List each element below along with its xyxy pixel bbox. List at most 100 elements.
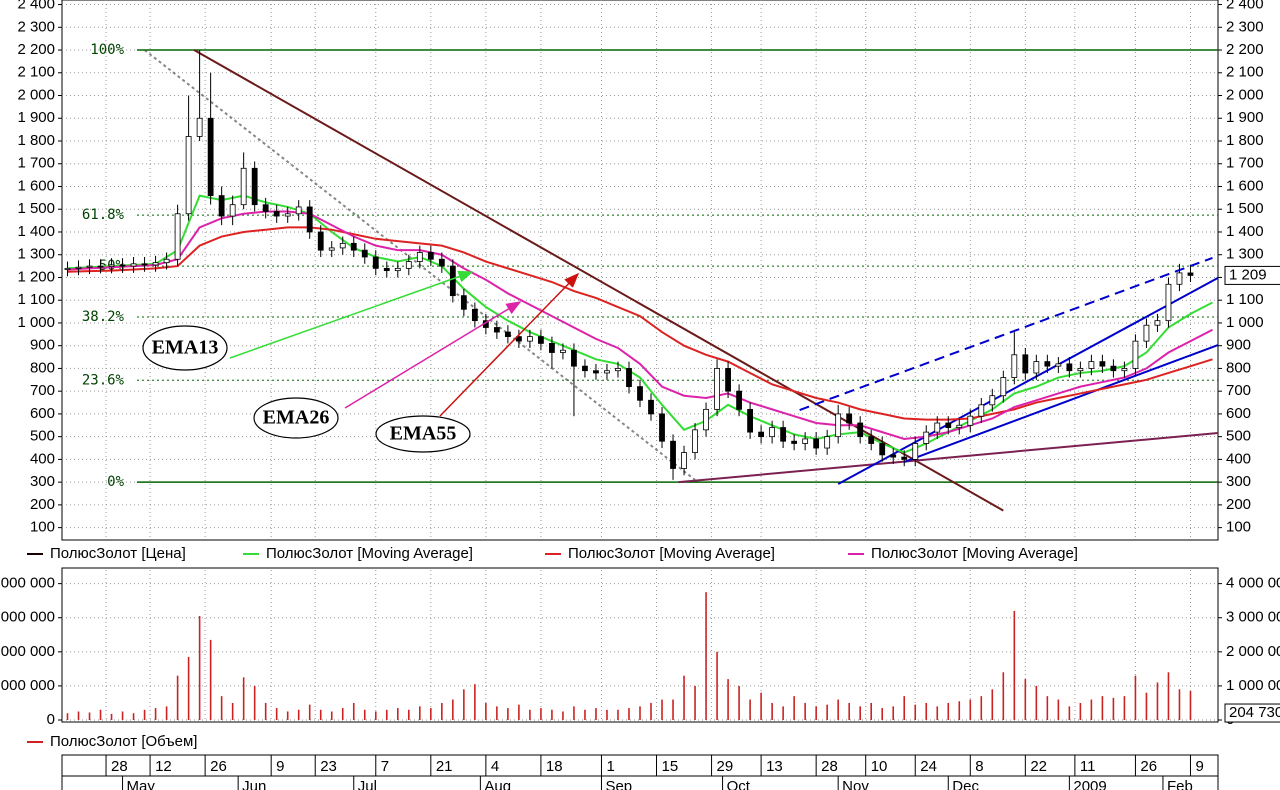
trend-line bbox=[678, 432, 1219, 484]
y-tick-label-right: 900 bbox=[1226, 337, 1251, 354]
legend-label: ПолюсЗолот [Moving Average] bbox=[266, 545, 473, 562]
y-tick-label-right: 1 100 bbox=[1226, 291, 1264, 308]
y-tick-label-right: 300 bbox=[1226, 473, 1251, 490]
candle-body bbox=[582, 365, 588, 372]
legend-label: ПолюсЗолот [Moving Average] bbox=[871, 545, 1078, 562]
candle-body bbox=[978, 404, 985, 417]
candle-body bbox=[923, 431, 930, 444]
fib-label: 100% bbox=[90, 42, 124, 58]
y-tick-label-right: 800 bbox=[1226, 359, 1251, 376]
legend-label: ПолюсЗолот [Объем] bbox=[50, 733, 197, 750]
candle-body bbox=[791, 440, 798, 444]
x-tick-label: 22 bbox=[1030, 758, 1047, 775]
candle-body bbox=[229, 204, 236, 217]
candle-body bbox=[692, 429, 698, 453]
x-tick-label: 29 bbox=[717, 758, 734, 775]
y-tick-label-right: 1 500 bbox=[1226, 200, 1264, 217]
month-label: Nov bbox=[842, 778, 869, 790]
candle-body bbox=[637, 386, 643, 401]
annotation-label: EMA26 bbox=[263, 407, 330, 429]
candle-body bbox=[714, 368, 720, 410]
candle-body bbox=[1165, 283, 1172, 322]
candle-body bbox=[538, 336, 544, 344]
moving-average-line bbox=[67, 194, 1213, 454]
annotation-ellipse bbox=[375, 415, 471, 453]
last-value-box bbox=[1224, 703, 1280, 723]
candle-body bbox=[989, 395, 996, 406]
annotation-label: EMA13 bbox=[152, 337, 219, 359]
candle-body bbox=[846, 413, 853, 424]
candle-body bbox=[350, 242, 357, 251]
y-tick-label-right: 600 bbox=[1226, 405, 1251, 422]
x-tick-label: 23 bbox=[320, 758, 337, 775]
candle-body bbox=[471, 308, 478, 322]
y-tick-label-right: 4 000 000 bbox=[1226, 575, 1280, 592]
candle-body bbox=[460, 295, 467, 310]
candle-body bbox=[394, 267, 401, 272]
candle-body bbox=[648, 399, 654, 415]
y-tick-label-right: 400 bbox=[1226, 450, 1251, 467]
candle-body bbox=[1066, 363, 1073, 372]
y-tick-label-right: 1 400 bbox=[1226, 223, 1264, 240]
candle-body bbox=[152, 262, 159, 266]
y-tick-label-right: 1 300 bbox=[1226, 246, 1264, 263]
candle-body bbox=[626, 368, 632, 388]
candle-body bbox=[1154, 320, 1161, 326]
y-tick-label-right: 2 000 bbox=[1226, 86, 1264, 103]
y-tick-label-right: 2 300 bbox=[1226, 18, 1264, 35]
y-tick-label: 1 300 bbox=[17, 246, 55, 263]
candle-body bbox=[1187, 272, 1194, 276]
x-tick-label: 12 bbox=[155, 758, 172, 775]
x-tick-label: 9 bbox=[1195, 758, 1203, 775]
x-tick-label: 13 bbox=[766, 758, 783, 775]
y-tick-label-right: 2 400 bbox=[1226, 0, 1264, 13]
y-tick-label: 1 800 bbox=[17, 132, 55, 149]
x-tick-label: 11 bbox=[1080, 758, 1096, 775]
moving-average-line bbox=[67, 210, 1213, 440]
month-label: 2009 bbox=[1073, 778, 1106, 790]
y-tick-label: 1 200 bbox=[17, 268, 55, 285]
candle-body bbox=[549, 343, 555, 353]
y-tick-label: 400 bbox=[30, 450, 55, 467]
month-label: Dec bbox=[952, 778, 979, 790]
candle-body bbox=[504, 331, 511, 337]
trend-line bbox=[837, 277, 1219, 485]
x-tick-label: 7 bbox=[381, 758, 389, 775]
candle-body bbox=[339, 242, 346, 249]
candle-body bbox=[64, 267, 71, 270]
candle-body bbox=[879, 443, 886, 456]
candle-body bbox=[196, 117, 203, 137]
last-value-label: 204 730 bbox=[1229, 704, 1280, 721]
legend-label: ПолюсЗолот [Цена] bbox=[50, 545, 186, 562]
candle-body bbox=[802, 438, 809, 444]
y-tick-label-right: 1 700 bbox=[1226, 155, 1264, 172]
candle-body bbox=[934, 422, 941, 433]
candle-body bbox=[670, 440, 676, 469]
y-tick-label: 1 400 bbox=[17, 223, 55, 240]
price-panel bbox=[61, 0, 1219, 541]
y-tick-label-right: 100 bbox=[1226, 519, 1251, 536]
x-tick-label: 26 bbox=[1140, 758, 1157, 775]
candle-body bbox=[527, 336, 533, 342]
candle-body bbox=[571, 349, 577, 367]
y-tick-label-right: 1 000 bbox=[1226, 314, 1264, 331]
y-tick-label-right: 700 bbox=[1226, 382, 1251, 399]
candle-body bbox=[383, 267, 390, 272]
candle-body bbox=[493, 327, 500, 333]
y-tick-label: 2 300 bbox=[17, 18, 55, 35]
candle-body bbox=[857, 422, 864, 438]
candle-body bbox=[273, 211, 280, 217]
y-tick-label: 0 bbox=[47, 711, 55, 728]
candle-body bbox=[361, 249, 368, 258]
candle-body bbox=[306, 206, 313, 233]
y-tick-label-right: 1 000 000 bbox=[1226, 677, 1280, 694]
x-tick-label: 9 bbox=[276, 758, 284, 775]
candle-body bbox=[615, 368, 621, 372]
y-tick-label: 1 100 bbox=[17, 291, 55, 308]
last-value-box bbox=[1224, 265, 1280, 285]
candle-body bbox=[438, 258, 445, 267]
annotation-arrow bbox=[344, 301, 522, 409]
y-tick-label-right: 2 000 000 bbox=[1226, 643, 1280, 660]
candle-body bbox=[141, 263, 148, 266]
